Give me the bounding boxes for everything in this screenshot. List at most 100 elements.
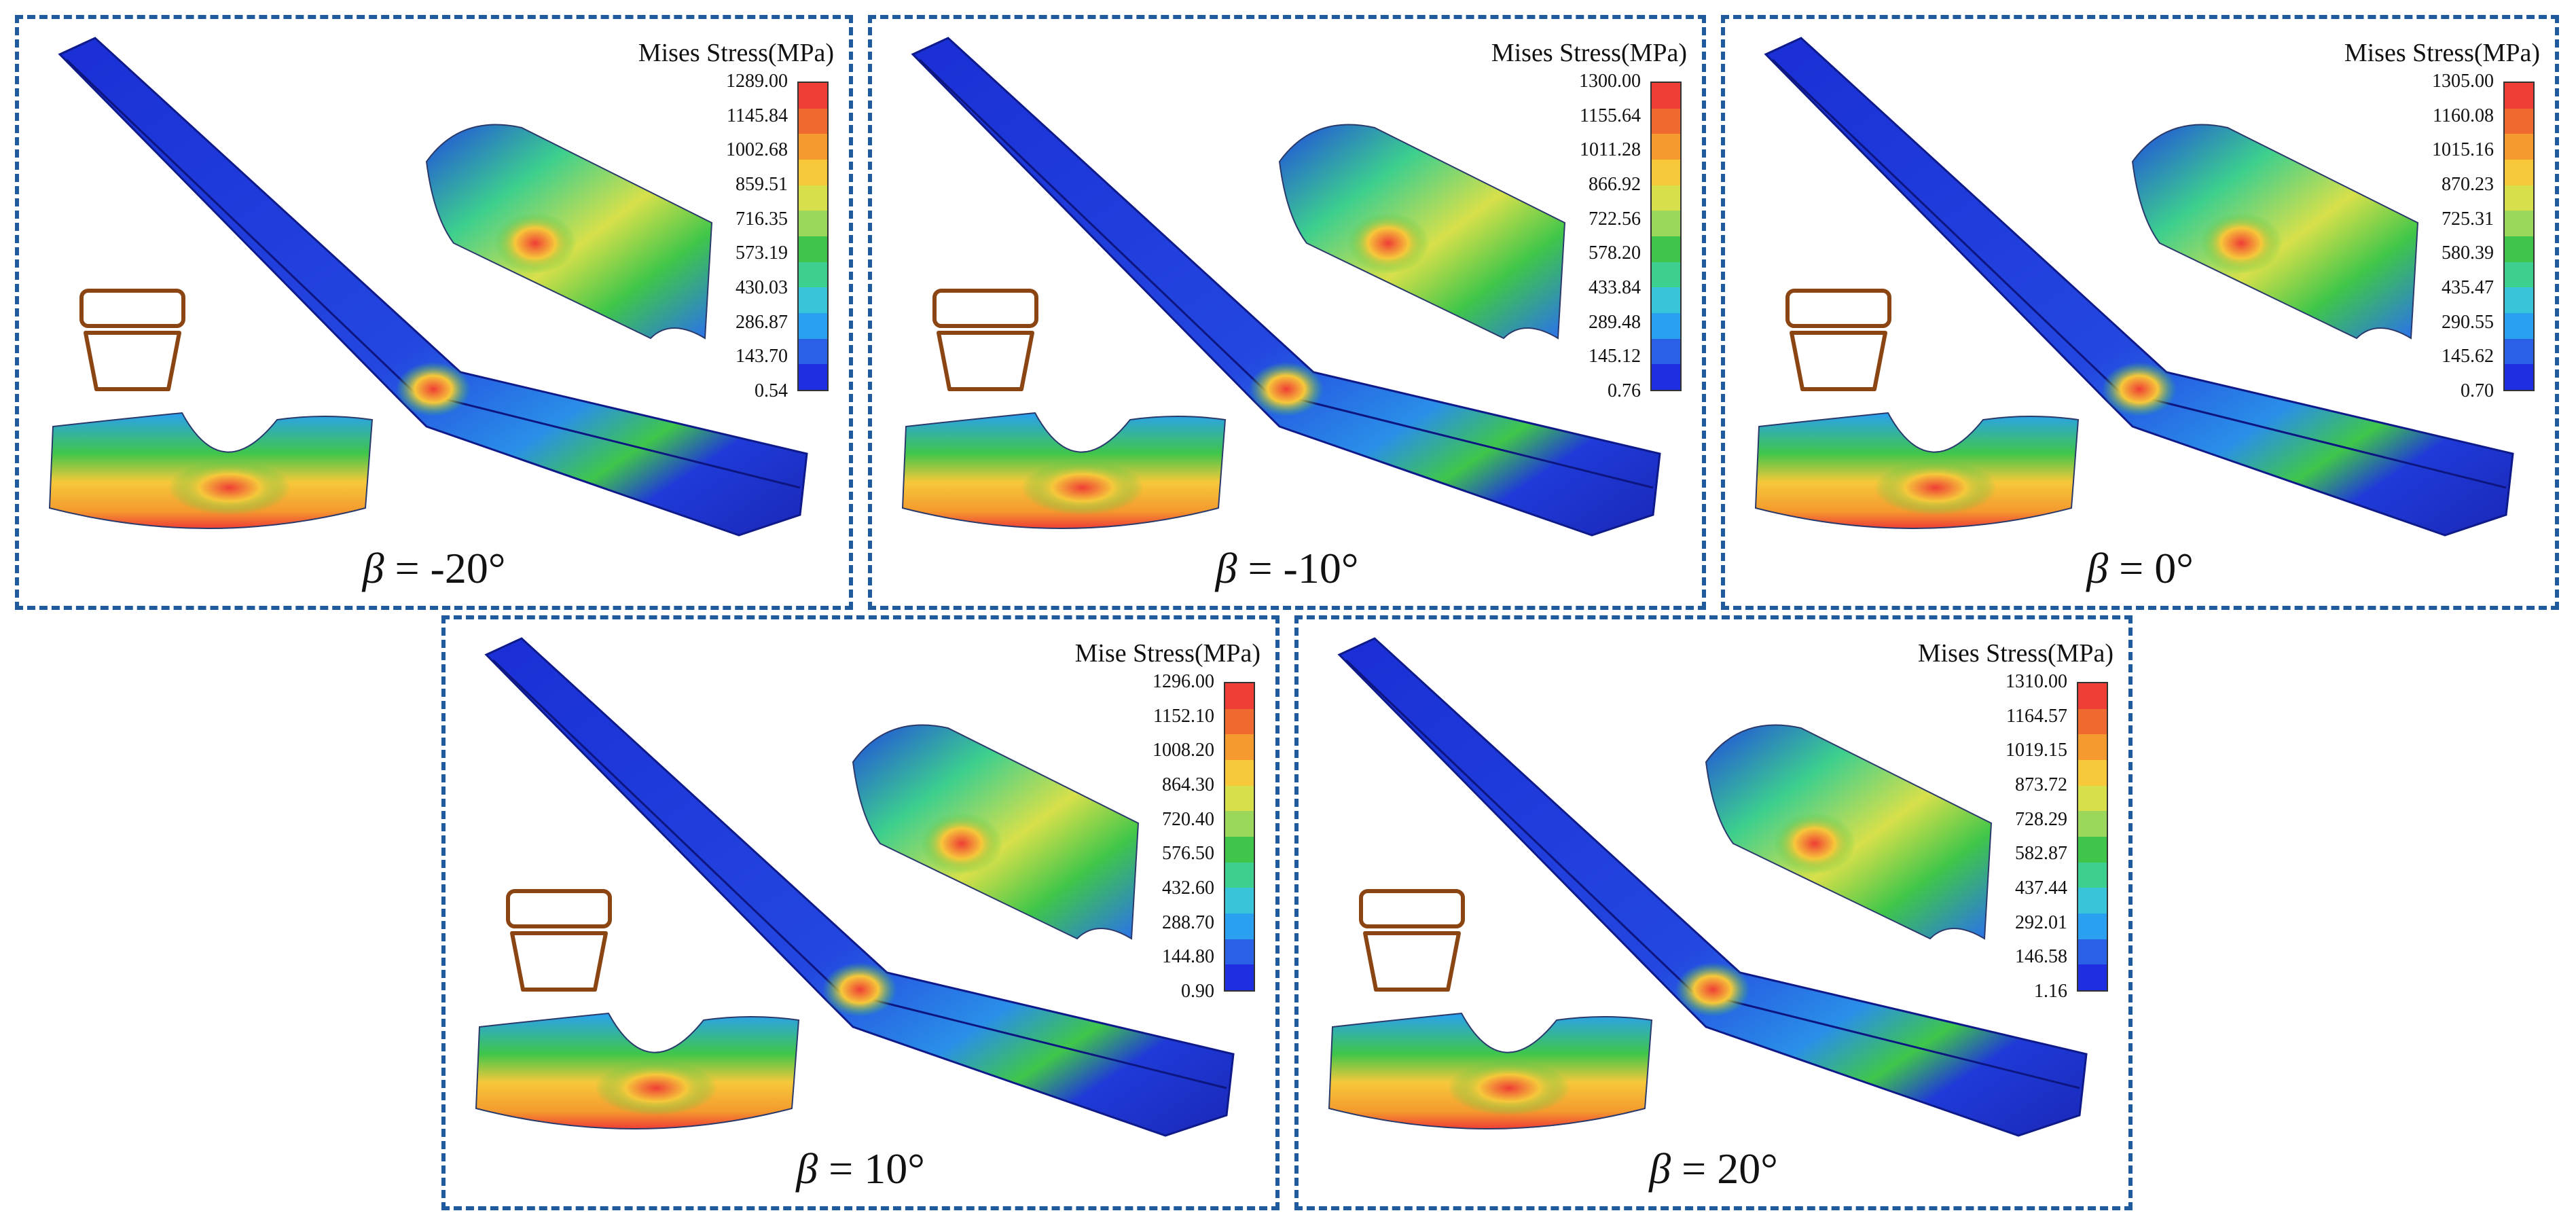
- cross-section-top: [79, 289, 185, 328]
- color-scale-bar: [2077, 682, 2108, 992]
- color-scale-segment: [1652, 364, 1680, 391]
- color-scale-segment: [2505, 338, 2533, 365]
- color-scale-tick-label: 433.84: [1589, 277, 1641, 298]
- color-scale-segment: [799, 338, 827, 365]
- color-scale-tick-label: 725.31: [2442, 208, 2494, 230]
- bend-hotspot: [396, 362, 471, 416]
- color-scale-segment: [1652, 185, 1680, 211]
- color-scale-segment: [799, 313, 827, 339]
- color-scale-tick-label: 146.58: [2015, 946, 2067, 968]
- color-scale-segment: [1652, 261, 1680, 288]
- color-scale-tick-label: 728.29: [2015, 808, 2067, 830]
- bend-hotspot: [822, 962, 897, 1017]
- cross-section-top: [932, 289, 1038, 328]
- cross-section-bottom: [84, 331, 181, 391]
- detail-hotspot: [1774, 813, 1855, 874]
- color-scale-segment: [799, 287, 827, 314]
- color-scale-tick-label: 1011.28: [1580, 139, 1641, 161]
- detail-hotspot: [494, 213, 576, 274]
- color-scale-tick-label: 576.50: [1162, 843, 1214, 865]
- legend-title: Mise Stress(MPa): [1074, 639, 1260, 668]
- color-scale-tick-label: 1296.00: [1153, 671, 1214, 692]
- color-scale-segment: [2505, 83, 2533, 109]
- color-scale-tick-label: 1019.15: [2006, 740, 2067, 761]
- color-scale-segment: [1225, 939, 1254, 965]
- color-scale-tick-label: 859.51: [736, 174, 788, 195]
- color-scale-segment: [2078, 837, 2107, 863]
- color-scale-tick-label: 1145.84: [727, 105, 788, 126]
- color-scale-tick-label: 145.12: [1589, 346, 1641, 367]
- color-scale-tick-label: 286.87: [736, 311, 788, 333]
- color-scale-segment: [1225, 964, 1254, 991]
- fem-model-figure: [48, 37, 808, 537]
- beta-value: = -10°: [1248, 544, 1359, 592]
- stress-panel-beta-10: Mise Stress(MPa) β = 10° 1296.00 1152.10 1…: [441, 615, 1280, 1210]
- color-scale-segment: [2078, 785, 2107, 812]
- color-scale-bar: [1650, 82, 1682, 391]
- color-scale-segment: [799, 160, 827, 185]
- color-scale-segment: [2505, 211, 2533, 237]
- legend-title: Mises Stress(MPa): [1917, 639, 2114, 668]
- color-scale-segment: [1652, 236, 1680, 262]
- color-scale-tick-label: 580.39: [2442, 242, 2494, 264]
- color-scale-segment: [1225, 862, 1254, 888]
- beta-value: = 20°: [1682, 1144, 1778, 1193]
- color-scale-segment: [2505, 236, 2533, 262]
- color-scale-segment: [1652, 338, 1680, 365]
- color-scale-tick-label: 1002.68: [726, 139, 788, 161]
- fem-model-figure: [475, 637, 1235, 1137]
- color-scale-tick-label: 437.44: [2015, 878, 2067, 899]
- color-scale-segment: [799, 364, 827, 391]
- color-scale-tick-label: 722.56: [1589, 208, 1641, 230]
- color-scale-segment: [799, 261, 827, 288]
- color-scale-tick-label: 145.62: [2442, 346, 2494, 367]
- color-scale-segment: [2505, 287, 2533, 314]
- color-scale-tick-label: 288.70: [1162, 911, 1214, 933]
- color-scale-segment: [2078, 939, 2107, 965]
- stress-panel-beta-20: Mises Stress(MPa) β = 20° 1310.00 1164.57…: [1294, 615, 2133, 1210]
- cross-section-bottom: [937, 331, 1034, 391]
- color-scale-bar: [797, 82, 829, 391]
- color-scale-tick-label: 144.80: [1162, 946, 1214, 968]
- color-scale-tick-label: 430.03: [736, 277, 788, 298]
- color-scale-segment: [1652, 313, 1680, 339]
- cross-section-bottom: [1790, 331, 1887, 391]
- color-scale-segment: [799, 211, 827, 237]
- color-scale-segment: [2078, 811, 2107, 837]
- color-scale-segment: [799, 108, 827, 134]
- beta-angle-label: β = 20°: [1299, 1144, 2128, 1194]
- stress-panel-beta-0: Mises Stress(MPa) β = 0° 1305.00 1160.08 1…: [1721, 15, 2559, 610]
- color-scale-segment: [1225, 760, 1254, 786]
- beta-angle-label: β = -20°: [19, 543, 849, 594]
- color-scale-segment: [1225, 888, 1254, 914]
- bend-hotspot: [2102, 362, 2177, 416]
- color-scale-segment: [2078, 862, 2107, 888]
- color-scale-tick-label: 432.60: [1162, 878, 1214, 899]
- beta-value: = 10°: [829, 1144, 925, 1193]
- crown-hotspot: [1448, 1061, 1570, 1115]
- color-scale-tick-label: 1300.00: [1579, 71, 1641, 92]
- color-scale-segment: [1225, 708, 1254, 735]
- color-scale-tick-label: 1160.08: [2433, 105, 2494, 126]
- beta-angle-label: β = 10°: [446, 1144, 1275, 1194]
- color-scale-segment: [1652, 134, 1680, 160]
- color-scale-tick-label: 578.20: [1589, 242, 1641, 264]
- color-scale-tick-label: 0.54: [755, 380, 788, 401]
- color-scale-tick-label: 1155.64: [1580, 105, 1641, 126]
- color-scale-segment: [1225, 734, 1254, 761]
- color-scale-tick-label: 870.23: [2442, 174, 2494, 195]
- color-scale-tick-label: 582.87: [2015, 843, 2067, 865]
- color-scale-segment: [2505, 261, 2533, 288]
- color-scale-tick-label: 143.70: [736, 346, 788, 367]
- color-scale-segment: [1652, 287, 1680, 314]
- color-scale-segment: [2505, 160, 2533, 185]
- color-scale-segment: [1652, 83, 1680, 109]
- beta-symbol: β: [1649, 1144, 1671, 1193]
- color-scale-segment: [799, 236, 827, 262]
- color-scale-bar: [2503, 82, 2535, 391]
- crown-hotspot: [1874, 460, 1997, 515]
- cross-section-bottom: [1363, 931, 1461, 992]
- color-scale-segment: [1225, 785, 1254, 812]
- color-scale-segment: [1652, 160, 1680, 185]
- color-scale-segment: [2078, 888, 2107, 914]
